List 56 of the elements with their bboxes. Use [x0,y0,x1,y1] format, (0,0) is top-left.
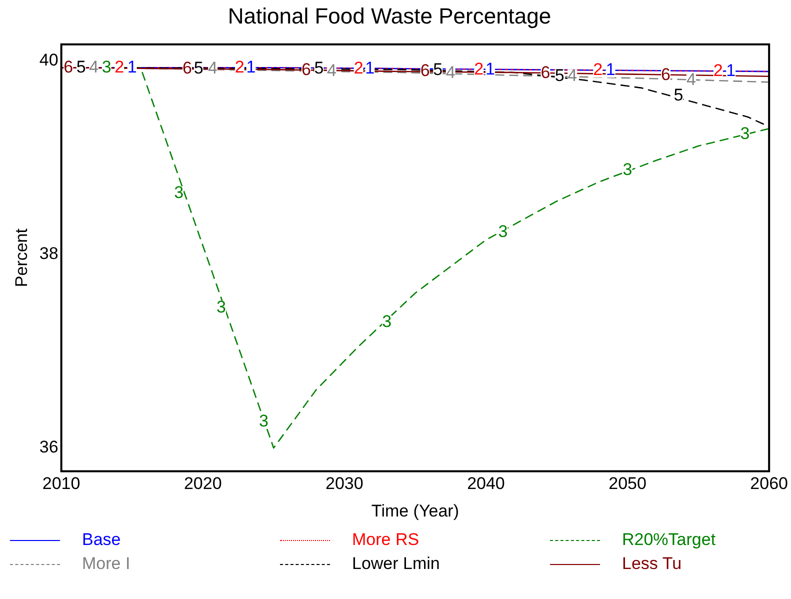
x-tick-label: 2020 [184,474,222,494]
annotation: 3 [622,160,632,179]
annotation: 3 [174,183,184,202]
annotation: 1 [246,57,256,76]
annotation: 5 [433,60,443,80]
annotation: 2 [713,61,723,80]
y-axis-title: Percent [12,228,31,288]
annotation: 3 [382,312,392,331]
annotation: 2 [114,57,124,76]
annotation: 4 [326,61,336,80]
legend-label: More RS [352,530,420,550]
annotation: 4 [89,57,99,76]
annotation: 1 [726,61,736,80]
annotation: 3 [102,57,112,76]
annotation: 5 [76,57,86,76]
annotation: 2 [234,57,244,76]
legend-label: Less Tu [622,554,682,574]
y-tick-label: 38 [39,244,58,264]
annotation: 1 [606,60,616,80]
annotation: 4 [446,63,456,82]
annotation: 3 [498,222,508,241]
annotation: 1 [485,59,495,78]
y-tick-label: 36 [39,438,58,457]
annotation: 5 [194,58,204,78]
x-axis-title: Time (Year) [371,501,459,520]
annotation: 5 [674,85,684,104]
annotation: 3 [216,297,226,316]
annotation: 2 [474,59,484,78]
annotation: 5 [314,58,324,78]
annotation: 6 [661,65,670,84]
annotation: 6 [64,57,74,76]
chart-title: National Food Waste Percentage [228,3,552,28]
annotation: 4 [686,70,696,89]
x-tick-label: 2050 [608,474,646,494]
annotation: 3 [259,412,268,431]
annotation: 2 [593,60,603,80]
x-tick-label: 2030 [326,474,364,494]
annotation: 5 [554,66,564,86]
annotation: 6 [420,61,430,80]
annotation: 6 [182,58,192,78]
annotation: 4 [208,58,218,78]
annotation: 3 [740,124,750,144]
annotation: 4 [568,66,578,86]
annotation: 6 [301,60,311,80]
x-tick-label: 2010 [42,474,80,494]
x-tick-label: 2060 [750,474,788,494]
y-tick-label: 40 [39,50,58,70]
annotation: 2 [354,58,364,78]
legend-label: Lower Lmin [352,554,440,574]
legend-label: Base [82,530,121,550]
legend-label: More I [82,554,130,574]
x-tick-label: 2040 [467,474,505,494]
annotation: 1 [365,58,375,78]
legend-label: R20%Target [622,530,716,550]
annotation: 1 [127,57,137,76]
annotation: 6 [540,63,550,82]
